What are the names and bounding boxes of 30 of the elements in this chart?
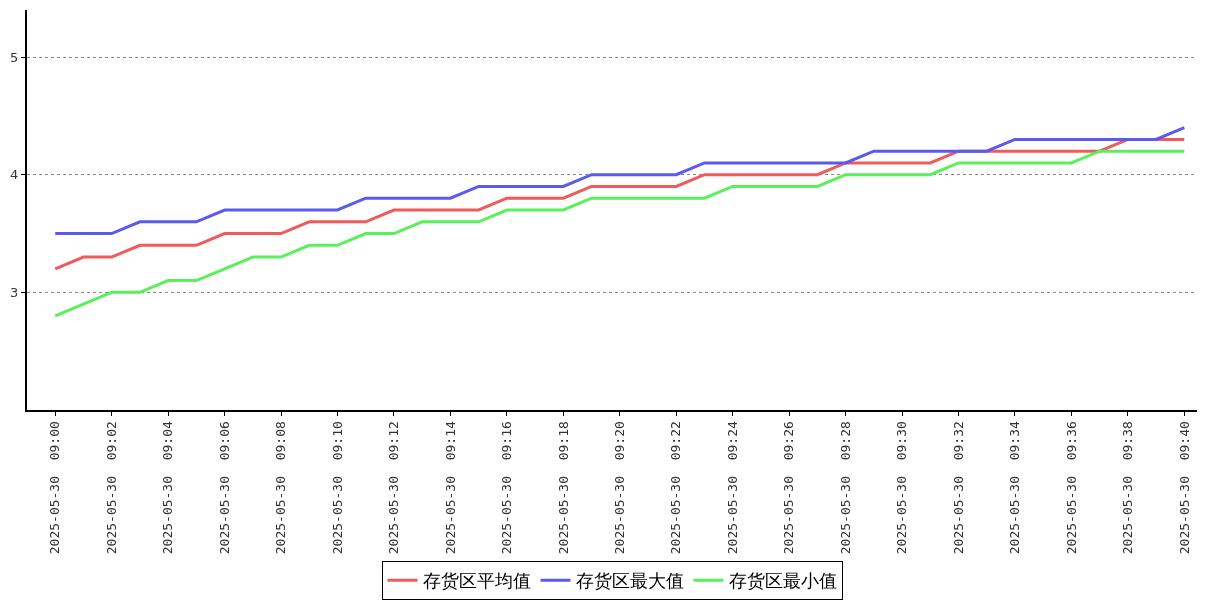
x-tick-label: 2025-05-30 09:20 [611,421,627,555]
x-tick-label: 2025-05-30 09:38 [1120,421,1136,555]
x-tick-label: 2025-05-30 09:02 [103,421,119,555]
legend-label: 存货区平均值 [422,571,531,592]
y-tick-label: 4 [10,167,19,183]
x-tick-label: 2025-05-30 09:08 [273,421,289,555]
line-series [53,149,1186,318]
x-tick-label: 2025-05-30 09:32 [950,421,966,555]
legend-label: 存货区最大值 [575,571,684,592]
y-tick-label: 5 [10,49,19,65]
x-tick-label: 2025-05-30 09:14 [442,421,458,555]
x-tick-label: 2025-05-30 09:26 [781,421,797,555]
x-tick-label: 2025-05-30 09:34 [1007,421,1023,555]
line-series [53,137,1186,271]
x-tick-label: 2025-05-30 09:10 [329,421,345,555]
x-tick-label: 2025-05-30 09:18 [555,421,571,555]
x-tick-label: 2025-05-30 09:16 [499,421,515,555]
x-tick-label: 2025-05-30 09:30 [894,421,910,555]
x-tick-label: 2025-05-30 09:04 [160,421,176,555]
legend-label: 存货区最小值 [728,571,837,592]
x-tick-label: 2025-05-30 09:06 [216,421,232,555]
x-tick-label: 2025-05-30 09:40 [1176,421,1192,555]
x-tick-label: 2025-05-30 09:22 [668,421,684,555]
x-tick-label: 2025-05-30 09:00 [47,421,63,555]
x-tick-label: 2025-05-30 09:12 [386,421,402,555]
line-series [53,126,1186,236]
x-tick-label: 2025-05-30 09:36 [1063,421,1079,555]
x-tick-label: 2025-05-30 09:28 [837,421,853,555]
x-tick-label: 2025-05-30 09:24 [724,421,740,555]
y-tick-label: 3 [10,284,19,300]
